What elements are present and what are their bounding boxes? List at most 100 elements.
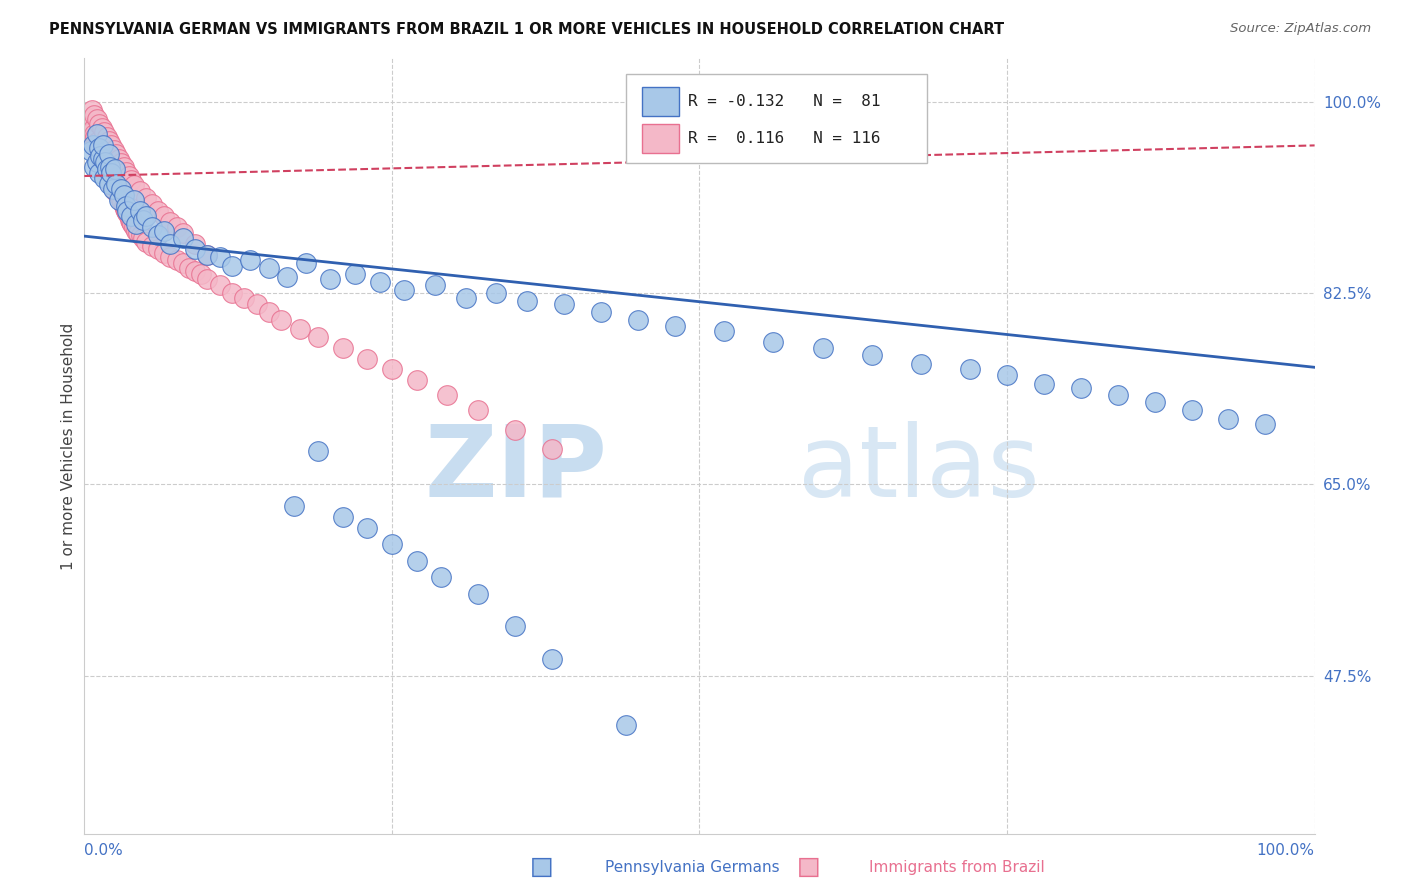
Point	[811, 341, 834, 355]
Point	[1107, 387, 1129, 401]
Point	[1143, 395, 1166, 409]
Point	[89, 152, 111, 166]
Point	[713, 324, 735, 338]
Point	[94, 154, 117, 169]
Point	[118, 169, 141, 183]
Point	[79, 144, 101, 158]
Point	[98, 177, 120, 191]
Point	[454, 292, 477, 306]
Point	[98, 166, 121, 180]
Point	[190, 268, 212, 282]
Point	[762, 335, 785, 350]
Point	[166, 253, 188, 268]
Point	[98, 134, 120, 148]
Point	[87, 140, 111, 154]
Point	[910, 357, 932, 371]
Point	[101, 180, 124, 194]
Point	[108, 187, 131, 202]
Point	[83, 161, 105, 175]
Point	[112, 187, 135, 202]
Point	[87, 166, 111, 180]
Point	[103, 143, 125, 157]
Point	[1033, 376, 1056, 391]
Point	[541, 652, 564, 666]
Text: 0.0%: 0.0%	[84, 843, 124, 858]
Text: ■: ■	[530, 855, 553, 879]
Point	[159, 215, 181, 229]
Point	[100, 138, 122, 153]
Point	[120, 173, 142, 187]
Point	[87, 138, 110, 153]
Point	[91, 149, 114, 163]
Point	[80, 125, 103, 139]
Point	[122, 178, 145, 192]
Point	[93, 161, 115, 175]
Point	[128, 226, 150, 240]
Point	[93, 171, 115, 186]
Text: PENNSYLVANIA GERMAN VS IMMIGRANTS FROM BRAZIL 1 OR MORE VEHICLES IN HOUSEHOLD CO: PENNSYLVANIA GERMAN VS IMMIGRANTS FROM B…	[49, 22, 1004, 37]
FancyBboxPatch shape	[626, 73, 927, 162]
Point	[233, 292, 256, 306]
Text: ■: ■	[797, 855, 820, 879]
Point	[107, 184, 129, 198]
FancyBboxPatch shape	[641, 124, 679, 153]
Point	[172, 231, 194, 245]
Point	[110, 193, 132, 207]
Point	[148, 204, 170, 219]
Point	[108, 193, 131, 207]
Point	[111, 195, 134, 210]
Point	[307, 444, 329, 458]
Point	[100, 169, 122, 183]
Point	[96, 129, 118, 144]
Point	[135, 235, 157, 249]
Point	[110, 182, 132, 196]
Point	[959, 362, 981, 376]
Point	[122, 193, 145, 207]
Text: Pennsylvania Germans: Pennsylvania Germans	[605, 860, 779, 874]
Point	[516, 293, 538, 308]
Point	[82, 122, 104, 136]
Point	[1218, 411, 1240, 425]
Point	[541, 442, 564, 457]
Point	[381, 537, 404, 551]
Point	[159, 250, 181, 264]
Point	[83, 133, 105, 147]
Point	[125, 217, 148, 231]
Point	[84, 138, 107, 153]
Point	[177, 260, 200, 275]
Text: atlas: atlas	[799, 421, 1039, 517]
Text: R = -0.132   N =  81: R = -0.132 N = 81	[689, 94, 882, 109]
Point	[405, 373, 427, 387]
Point	[166, 220, 188, 235]
Point	[112, 161, 135, 175]
Point	[307, 329, 329, 343]
FancyBboxPatch shape	[641, 87, 679, 116]
Point	[172, 256, 194, 270]
Point	[430, 570, 453, 584]
Point	[184, 264, 207, 278]
Point	[553, 297, 575, 311]
Point	[135, 191, 157, 205]
Point	[98, 162, 120, 177]
Point	[159, 236, 181, 251]
Point	[97, 161, 120, 175]
Point	[118, 212, 141, 227]
Point	[87, 147, 111, 161]
Point	[103, 182, 125, 196]
Text: □: □	[530, 855, 553, 879]
Point	[125, 224, 148, 238]
Point	[132, 231, 155, 245]
Point	[122, 220, 145, 235]
Point	[79, 111, 101, 125]
Point	[101, 182, 124, 196]
Point	[614, 717, 637, 731]
Point	[172, 226, 194, 240]
Point	[664, 318, 686, 333]
Point	[1254, 417, 1277, 431]
Point	[381, 362, 404, 376]
Point	[246, 297, 269, 311]
Point	[257, 304, 280, 318]
Point	[120, 215, 142, 229]
Text: 100.0%: 100.0%	[1257, 843, 1315, 858]
Point	[141, 239, 163, 253]
